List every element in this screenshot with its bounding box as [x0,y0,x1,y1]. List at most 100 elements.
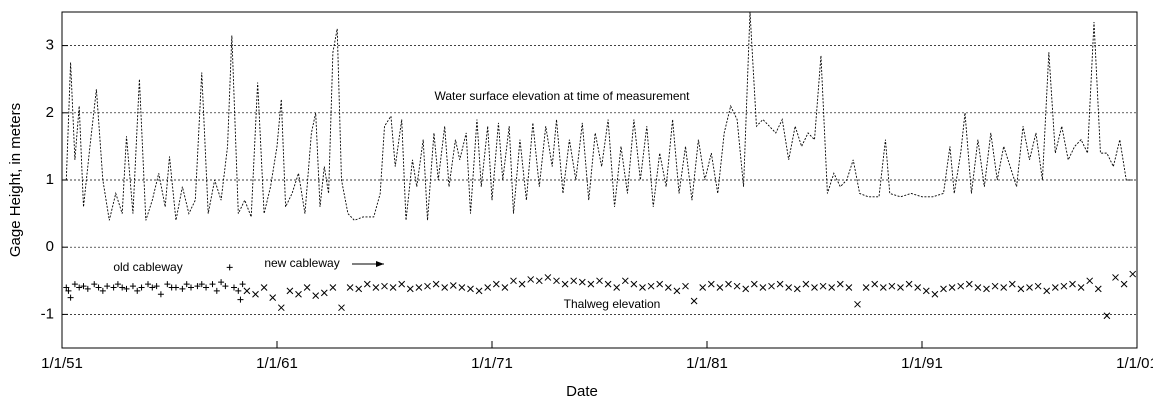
thalweg-point [203,284,210,291]
y-axis-label: Gage Height, in meters [7,103,24,257]
thalweg-point [716,284,724,291]
thalweg-point [1129,270,1137,278]
thalweg-point [286,287,294,295]
thalweg-point [138,284,145,291]
thalweg-point [179,285,186,292]
thalweg-point [110,284,117,291]
thalweg-point [1043,287,1051,295]
thalweg-point [129,283,136,290]
thalweg-point [983,285,990,293]
thalweg-point [1026,284,1033,291]
thalweg-point [312,292,320,299]
thalweg-point [295,290,302,298]
arrow [352,261,384,267]
thalweg-point [432,280,440,288]
thalweg-point [922,287,930,295]
thalweg-point [630,280,638,288]
thalweg-point [854,300,861,308]
thalweg-point [845,284,853,291]
thalweg-point [467,285,474,293]
x-axis-label: Date [566,383,598,400]
thalweg-point [198,281,205,288]
x-tick-label: 1/1/51 [41,355,83,372]
thalweg-point [1051,284,1059,291]
thalweg-point [303,284,311,291]
thalweg-point [535,277,543,285]
x-tick-label: 1/1/91 [901,355,943,372]
thalweg-point [931,290,939,298]
thalweg-point [1017,285,1025,293]
thalweg-point [965,280,973,288]
thalweg-point [664,284,672,291]
thalweg-point [699,284,707,291]
thalweg-point [613,284,621,291]
thalweg-point [231,284,237,291]
thalweg-point [957,282,965,290]
thalweg-point [862,284,870,291]
thalweg-point [940,285,947,293]
thalweg-point [682,282,689,290]
thalweg-point [750,280,758,288]
thalweg-point [811,284,818,291]
thalweg-point [785,284,793,291]
annotation: Thalweg elevation [564,297,661,311]
thalweg-point [1120,280,1128,288]
thalweg-point [604,280,612,288]
thalweg-point [235,287,242,294]
x-tick-label: 1/1/01 [1116,355,1153,372]
thalweg-point [1069,280,1076,288]
thalweg-point [897,284,904,291]
y-tick-label: 2 [46,104,54,121]
annotation: old cableway [113,260,182,274]
thalweg-point [776,280,784,288]
thalweg-point [974,284,982,291]
thalweg-point [441,284,449,291]
thalweg-point [91,281,98,288]
thalweg-point [991,282,999,290]
thalweg-point [237,296,244,303]
thalweg-point [1112,274,1119,281]
thalweg-point [561,280,569,288]
thalweg-point [518,280,526,288]
thalweg-point [1077,284,1085,291]
thalweg-point [269,294,277,301]
thalweg-point [183,281,190,288]
thalweg-point [157,291,164,298]
y-tick-label: 3 [46,37,54,54]
thalweg-point [888,282,896,290]
thalweg-point [544,274,552,281]
thalweg-point [355,285,363,293]
thalweg-point [1060,282,1068,290]
thalweg-point [239,281,246,288]
thalweg-point [363,280,371,288]
thalweg-point [338,304,345,312]
thalweg-point [1034,282,1042,290]
thalweg-point [209,281,216,288]
thalweg-point [475,287,483,295]
thalweg-point [194,283,201,290]
y-tick-label: 1 [46,171,54,188]
thalweg-point [252,290,259,298]
thalweg-point [95,284,102,291]
thalweg-point [67,294,74,301]
thalweg-point [372,284,380,291]
thalweg-point [802,280,810,288]
thalweg-point [690,297,698,305]
thalweg-point [578,278,586,286]
thalweg-point [501,284,509,291]
thalweg-point [484,284,492,291]
thalweg-point [527,276,535,283]
thalweg-point [759,284,767,291]
x-tick-label: 1/1/81 [686,355,728,372]
thalweg-point [871,280,879,288]
thalweg-point [1094,285,1102,293]
x-tick-label: 1/1/61 [256,355,298,372]
thalweg-point [828,284,836,291]
thalweg-point [172,284,179,291]
thalweg-point [99,287,106,294]
thalweg-point [510,277,517,285]
thalweg-point [153,283,160,290]
thalweg-point [836,280,844,288]
thalweg-point [587,280,595,288]
